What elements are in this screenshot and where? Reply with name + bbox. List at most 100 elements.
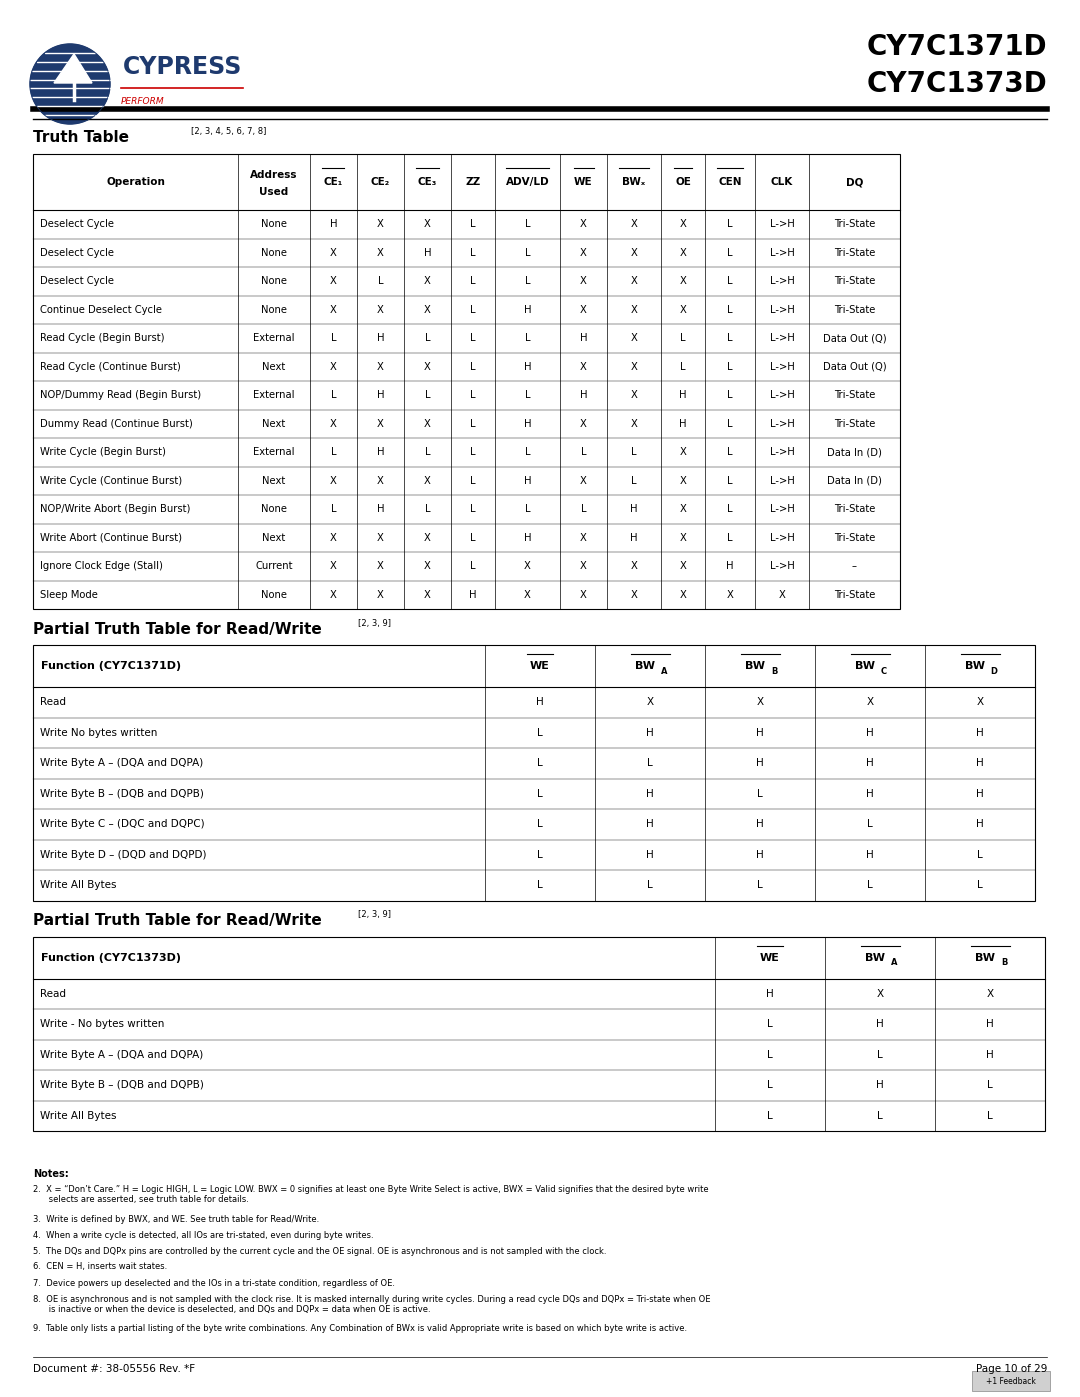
Text: L: L bbox=[330, 447, 336, 457]
Text: Dummy Read (Continue Burst): Dummy Read (Continue Burst) bbox=[40, 419, 192, 429]
Text: L: L bbox=[727, 532, 732, 543]
Text: L: L bbox=[525, 277, 530, 286]
Text: L: L bbox=[767, 1049, 773, 1060]
Text: L->H: L->H bbox=[770, 390, 795, 401]
Text: L: L bbox=[525, 504, 530, 514]
Text: X: X bbox=[631, 362, 637, 372]
Text: Partial Truth Table for Read/Write: Partial Truth Table for Read/Write bbox=[33, 914, 322, 928]
Text: L: L bbox=[525, 219, 530, 229]
Text: A: A bbox=[661, 666, 667, 676]
Text: H: H bbox=[646, 789, 653, 799]
Text: L: L bbox=[987, 1080, 993, 1090]
Text: BWₓ: BWₓ bbox=[622, 177, 646, 187]
Text: X: X bbox=[631, 247, 637, 258]
Text: H: H bbox=[679, 419, 687, 429]
Text: L: L bbox=[470, 362, 476, 372]
Text: L->H: L->H bbox=[770, 219, 795, 229]
Text: L: L bbox=[470, 504, 476, 514]
Text: L: L bbox=[470, 277, 476, 286]
Text: X: X bbox=[580, 476, 586, 486]
Text: OE: OE bbox=[675, 177, 691, 187]
Text: H: H bbox=[377, 334, 384, 344]
Text: Tri-State: Tri-State bbox=[834, 305, 875, 314]
Text: X: X bbox=[580, 562, 586, 571]
Text: X: X bbox=[330, 305, 337, 314]
Bar bbox=[972, 1370, 1050, 1391]
Text: Data Out (Q): Data Out (Q) bbox=[823, 362, 887, 372]
Text: H: H bbox=[976, 819, 984, 830]
Text: Truth Table: Truth Table bbox=[33, 130, 129, 144]
Text: WE: WE bbox=[530, 661, 550, 671]
Text: H: H bbox=[766, 989, 774, 999]
Text: L->H: L->H bbox=[770, 504, 795, 514]
Text: Write - No bytes written: Write - No bytes written bbox=[40, 1020, 164, 1030]
Text: L: L bbox=[330, 390, 336, 401]
Text: Notes:: Notes: bbox=[33, 1169, 69, 1179]
Text: H: H bbox=[876, 1080, 883, 1090]
Text: X: X bbox=[377, 532, 383, 543]
Text: L: L bbox=[727, 334, 732, 344]
Text: None: None bbox=[261, 219, 287, 229]
Text: L->H: L->H bbox=[770, 562, 795, 571]
Text: X: X bbox=[647, 697, 653, 707]
Text: L: L bbox=[424, 390, 430, 401]
Text: External: External bbox=[253, 390, 295, 401]
Text: L: L bbox=[727, 219, 732, 229]
Text: Deselect Cycle: Deselect Cycle bbox=[40, 247, 114, 258]
Text: H: H bbox=[646, 849, 653, 859]
Text: H: H bbox=[756, 849, 764, 859]
Text: H: H bbox=[631, 532, 638, 543]
Text: Write Byte B – (DQB and DQPB): Write Byte B – (DQB and DQPB) bbox=[40, 789, 204, 799]
Text: H: H bbox=[469, 590, 476, 599]
Text: L: L bbox=[470, 247, 476, 258]
Text: L: L bbox=[525, 247, 530, 258]
Text: Write Byte A – (DQA and DQPA): Write Byte A – (DQA and DQPA) bbox=[40, 1049, 203, 1060]
Text: X: X bbox=[330, 562, 337, 571]
Text: H: H bbox=[631, 504, 638, 514]
Text: Operation: Operation bbox=[106, 177, 165, 187]
Text: Read: Read bbox=[40, 989, 66, 999]
Text: WE: WE bbox=[575, 177, 593, 187]
Text: X: X bbox=[631, 219, 637, 229]
Text: Partial Truth Table for Read/Write: Partial Truth Table for Read/Write bbox=[33, 622, 322, 637]
Text: H: H bbox=[679, 390, 687, 401]
Text: X: X bbox=[330, 247, 337, 258]
Text: L: L bbox=[424, 504, 430, 514]
Text: L: L bbox=[470, 334, 476, 344]
Text: H: H bbox=[377, 390, 384, 401]
Text: WE: WE bbox=[760, 953, 780, 963]
Text: L: L bbox=[647, 759, 653, 768]
Text: X: X bbox=[377, 419, 383, 429]
Text: X: X bbox=[524, 562, 531, 571]
Text: Tri-State: Tri-State bbox=[834, 504, 875, 514]
Text: B: B bbox=[771, 666, 778, 676]
Text: X: X bbox=[330, 590, 337, 599]
Text: CE₃: CE₃ bbox=[418, 177, 437, 187]
Text: H: H bbox=[329, 219, 337, 229]
Text: L: L bbox=[581, 447, 586, 457]
Text: X: X bbox=[986, 989, 994, 999]
Text: L: L bbox=[727, 447, 732, 457]
Text: Write Byte A – (DQA and DQPA): Write Byte A – (DQA and DQPA) bbox=[40, 759, 203, 768]
Text: A: A bbox=[891, 958, 897, 967]
Text: X: X bbox=[679, 532, 687, 543]
Text: 9.  Table only lists a partial listing of the byte write combinations. Any Combi: 9. Table only lists a partial listing of… bbox=[33, 1324, 687, 1333]
Text: X: X bbox=[631, 390, 637, 401]
Text: X: X bbox=[424, 476, 431, 486]
Text: X: X bbox=[756, 697, 764, 707]
Text: X: X bbox=[631, 277, 637, 286]
Text: Tri-State: Tri-State bbox=[834, 419, 875, 429]
Text: 6.  CEN = H, inserts wait states.: 6. CEN = H, inserts wait states. bbox=[33, 1263, 167, 1271]
Text: Deselect Cycle: Deselect Cycle bbox=[40, 219, 114, 229]
Text: H: H bbox=[524, 362, 531, 372]
Text: 5.  The DQs and DQPx pins are controlled by the current cycle and the OE signal.: 5. The DQs and DQPx pins are controlled … bbox=[33, 1246, 607, 1256]
Text: L: L bbox=[631, 447, 637, 457]
Text: L: L bbox=[727, 305, 732, 314]
Text: L: L bbox=[727, 247, 732, 258]
Text: L->H: L->H bbox=[770, 476, 795, 486]
Text: CLK: CLK bbox=[771, 177, 793, 187]
Text: L: L bbox=[877, 1111, 882, 1120]
Text: L->H: L->H bbox=[770, 247, 795, 258]
Text: X: X bbox=[877, 989, 883, 999]
Text: X: X bbox=[631, 334, 637, 344]
